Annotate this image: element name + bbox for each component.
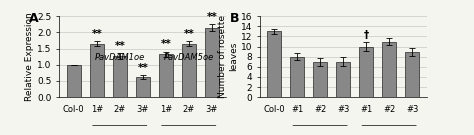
Text: **: ** (91, 29, 102, 39)
Bar (336, 62, 350, 97)
Text: **: ** (183, 29, 194, 39)
Bar (382, 41, 396, 97)
Bar (182, 44, 196, 97)
Bar (67, 65, 81, 97)
Text: B: B (229, 12, 239, 25)
Text: †: † (364, 30, 369, 40)
Y-axis label: Number of rosette
leaves: Number of rosette leaves (219, 15, 237, 98)
Bar (205, 28, 219, 97)
Bar (313, 62, 327, 97)
Bar (290, 57, 304, 97)
Bar (359, 47, 373, 97)
Bar (113, 56, 127, 97)
Bar (136, 77, 150, 97)
Text: **: ** (160, 39, 171, 49)
Text: **: ** (137, 63, 148, 73)
Text: PavDAM5oe: PavDAM5oe (164, 53, 214, 62)
Bar (267, 31, 281, 97)
Bar (405, 52, 419, 97)
Text: **: ** (114, 41, 125, 51)
Text: A: A (29, 12, 39, 25)
Bar (90, 44, 104, 97)
Y-axis label: Relative Expression: Relative Expression (26, 12, 35, 101)
Text: **: ** (206, 12, 217, 22)
Bar (159, 54, 173, 97)
Text: PavDAM1oe: PavDAM1oe (95, 53, 145, 62)
